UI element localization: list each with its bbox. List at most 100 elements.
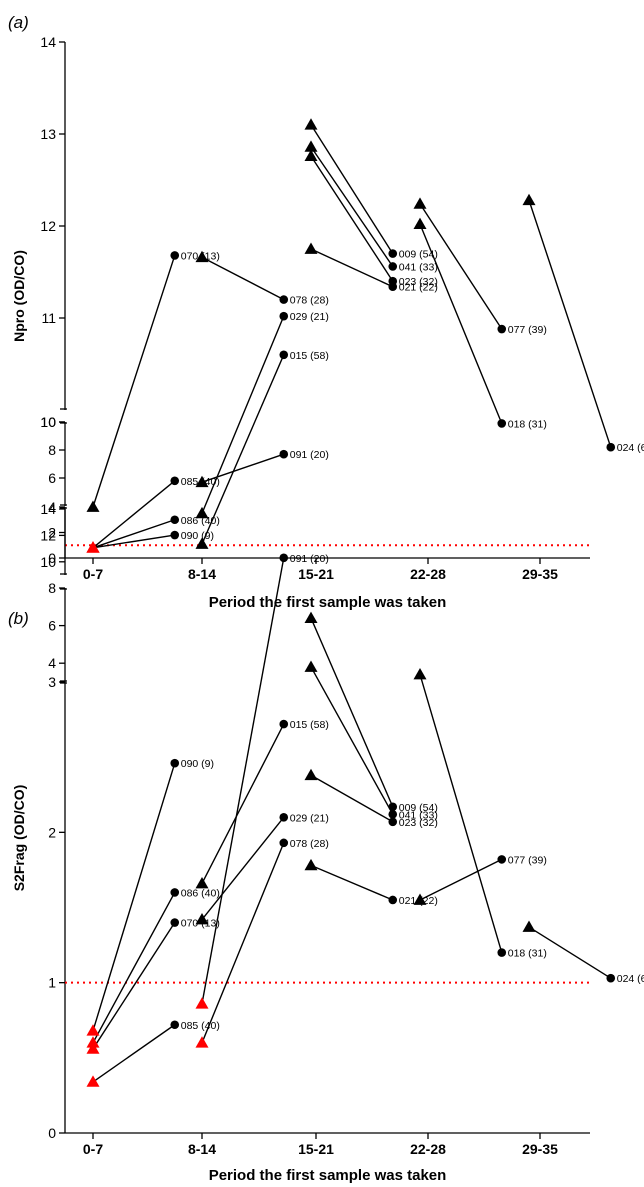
second-sample-dot: [388, 282, 398, 292]
second-sample-dot: [170, 918, 180, 927]
second-sample-dot: [388, 802, 398, 812]
second-sample-dot: [388, 817, 398, 827]
pair-connector: [310, 617, 394, 808]
patient-label: 015 (58): [290, 350, 329, 362]
second-sample-dot: [497, 324, 507, 334]
y-tick-label: 6: [48, 618, 56, 634]
patient-label: 029 (21): [290, 812, 329, 824]
pair-connector: [528, 200, 612, 448]
y-tick-label: 10: [40, 554, 56, 570]
first-sample-triangle: [413, 893, 427, 905]
x-tick-label: 22-28: [410, 566, 446, 582]
first-sample-triangle: [86, 541, 100, 553]
second-sample-dot: [170, 758, 180, 768]
y-tick-label: 12: [40, 527, 56, 543]
first-sample-triangle: [195, 537, 209, 549]
second-sample-dot: [388, 895, 398, 905]
pair-connector: [92, 255, 176, 508]
first-sample-triangle: [304, 118, 318, 130]
y-tick-label: 0: [48, 550, 56, 566]
patient-label: 024 (65): [617, 973, 644, 985]
pair-connector: [201, 315, 285, 514]
first-sample-triangle: [304, 768, 318, 781]
y-tick-label: 13: [40, 126, 56, 142]
first-sample-triangle: [304, 611, 318, 623]
patient-label: 009 (54): [399, 802, 438, 814]
pair-connector: [419, 858, 503, 901]
pair-connector: [92, 892, 176, 1044]
x-axis-label: Period the first sample was taken: [209, 594, 447, 611]
first-sample-triangle: [522, 193, 536, 206]
x-tick-label: 29-35: [522, 566, 558, 582]
second-sample-dot: [279, 553, 289, 563]
first-sample-triangle: [195, 506, 209, 519]
first-sample-triangle: [195, 475, 209, 488]
pair-connector: [310, 248, 394, 288]
first-sample-triangle: [195, 876, 209, 889]
pair-connector: [201, 256, 285, 301]
patient-label: 018 (31): [508, 418, 547, 430]
second-sample-dot: [170, 251, 180, 260]
patient-label: 024 (65): [617, 442, 644, 454]
patient-label: 029 (21): [290, 311, 329, 323]
pair-connector: [201, 453, 284, 483]
first-sample-triangle: [304, 660, 318, 672]
y-axis-label: S2Frag (OD/CO): [11, 785, 27, 892]
second-sample-dot: [279, 719, 289, 729]
pair-connector: [310, 864, 394, 901]
y-tick-label: 8: [48, 580, 56, 596]
y-tick-label: 12: [40, 218, 56, 234]
x-tick-label: 8-14: [188, 1141, 216, 1157]
first-sample-triangle: [86, 1024, 100, 1036]
second-sample-dot: [497, 948, 507, 957]
second-sample-dot: [497, 855, 507, 864]
y-tick-label: 14: [40, 34, 56, 50]
first-sample-triangle: [304, 858, 318, 871]
pair-connector: [92, 534, 175, 549]
x-tick-label: 0-7: [83, 1141, 103, 1157]
patient-label: 018 (31): [508, 948, 547, 960]
panel-a: (a) 0 2 4 6 8 10 10 11 12 13 14 0-7 8-14 15-21 22-28 29-…: [8, 13, 644, 611]
y-tick-label: 11: [41, 310, 56, 326]
second-sample-dot: [170, 530, 180, 540]
x-axis-label: Period the first sample was taken: [209, 1167, 447, 1184]
y-tick-label: 4: [48, 655, 56, 671]
panel-letter: (a): [8, 13, 29, 32]
second-sample-dot: [606, 442, 616, 452]
first-sample-triangle: [195, 1036, 209, 1048]
pair-connector: [201, 557, 285, 1004]
patient-label: 091 (20): [290, 553, 329, 565]
first-sample-triangle: [304, 149, 318, 161]
first-sample-triangle: [195, 250, 209, 263]
y-tick-label: 10: [40, 414, 56, 430]
patient-label: 086 (40): [181, 887, 220, 899]
second-sample-dot: [170, 1020, 180, 1030]
pair-connector: [528, 926, 612, 979]
patient-label: 086 (40): [181, 515, 220, 527]
second-sample-dot: [388, 262, 398, 271]
patient-label: 041 (33): [399, 809, 438, 821]
second-sample-dot: [279, 813, 289, 822]
first-sample-triangle: [86, 500, 100, 512]
patient-label: 023 (32): [399, 817, 438, 829]
first-sample-triangle: [413, 217, 427, 230]
pair-connector: [310, 146, 394, 267]
first-sample-triangle: [413, 197, 427, 209]
y-tick-label: 10: [40, 414, 56, 430]
patient-label: 078 (28): [290, 838, 329, 850]
y-tick-label: 3: [48, 674, 56, 690]
patient-label: 021 (22): [399, 282, 438, 294]
first-sample-triangle: [86, 1042, 100, 1054]
pair-connector: [201, 842, 285, 1044]
x-tick-label: 29-35: [522, 1141, 558, 1157]
y-tick-label: 0: [48, 1125, 56, 1141]
pair-connector: [92, 480, 176, 549]
patient-label: 090 (9): [181, 530, 214, 542]
patient-label: 023 (32): [399, 276, 438, 288]
y-tick-label: 6: [48, 470, 56, 486]
first-sample-triangle: [86, 1036, 100, 1048]
patient-label: 077 (39): [508, 854, 547, 866]
pair-connector: [419, 203, 503, 330]
